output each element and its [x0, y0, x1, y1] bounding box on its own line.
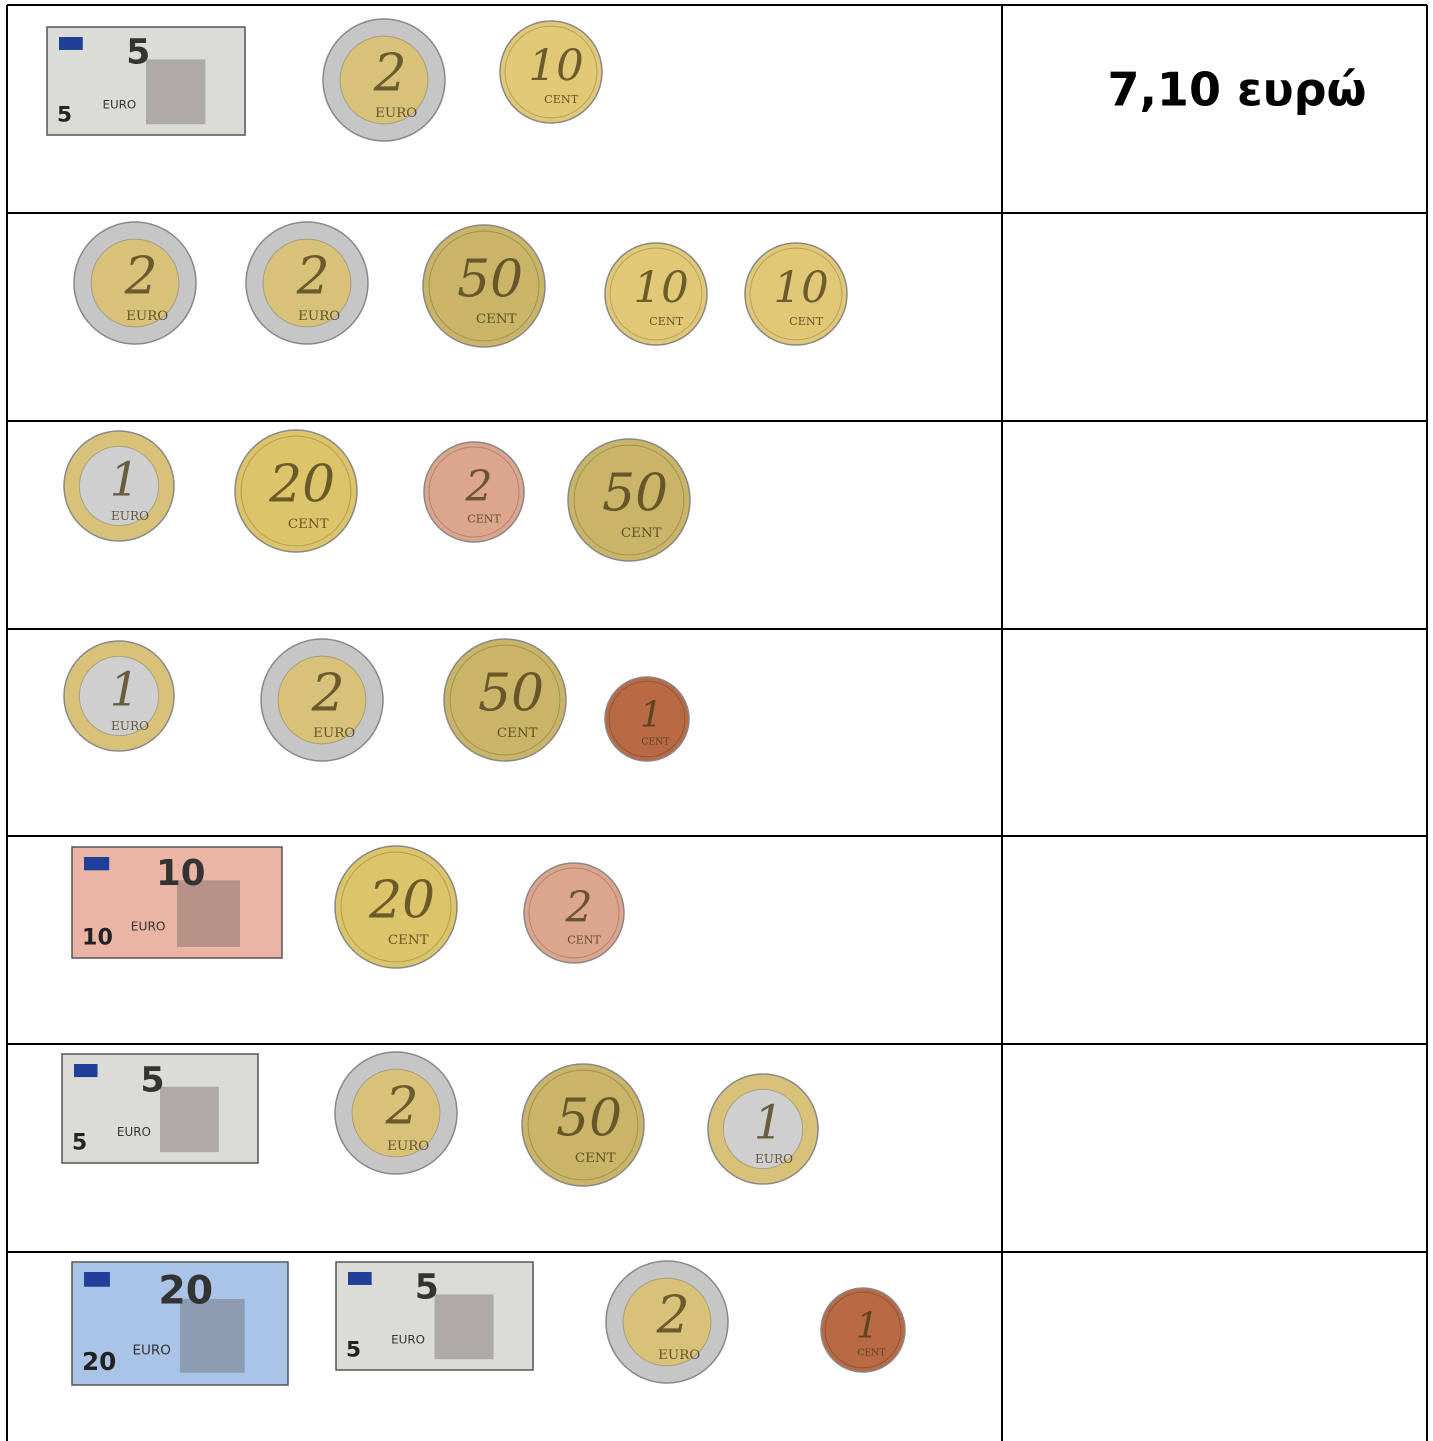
coin-value: 50: [602, 463, 668, 523]
coin: 2 EURO: [323, 19, 445, 141]
coin: 50 CENT: [522, 1064, 644, 1186]
coin-unit: EURO: [387, 1139, 429, 1154]
coin-value: 2: [124, 246, 158, 306]
note-small-value: 5: [346, 1338, 361, 1363]
coin-unit: CENT: [789, 315, 824, 328]
banknote: 20 20 EURO: [72, 1262, 288, 1385]
coin: 50 CENT: [423, 225, 545, 347]
note-value: 5: [415, 1268, 439, 1308]
note-small-value: 10: [82, 925, 113, 951]
coin: 20 CENT: [335, 846, 457, 968]
coin-value: 2: [385, 1076, 419, 1136]
note-unit: EURO: [117, 1125, 151, 1139]
coin-unit: CENT: [476, 312, 517, 327]
note-flag: [84, 1272, 110, 1287]
coin-unit: CENT: [567, 934, 601, 947]
note-flag: [84, 857, 109, 870]
coin: 20 CENT: [235, 430, 357, 552]
coin-value: 10: [774, 263, 829, 313]
coin-unit: EURO: [111, 719, 149, 733]
banknote: 10 10 EURO: [72, 847, 282, 958]
note-value: 5: [140, 1060, 164, 1100]
coin-unit: CENT: [288, 517, 329, 532]
coin-unit: CENT: [649, 315, 684, 328]
answer: 7,10 ευρώ: [1107, 63, 1366, 117]
coin: 2 EURO: [246, 222, 368, 344]
coin: 2 EURO: [261, 639, 383, 761]
banknote: 5 5 EURO: [47, 27, 245, 135]
coin-unit: EURO: [298, 309, 340, 324]
coin: 2 EURO: [74, 222, 196, 344]
coin-unit: CENT: [621, 526, 662, 541]
note-value: 20: [158, 1267, 213, 1313]
coin-value: 1: [754, 1096, 784, 1150]
coin-unit: CENT: [388, 933, 429, 948]
note-unit: EURO: [132, 1343, 170, 1359]
coin: 10 CENT: [500, 21, 602, 123]
coin-value: 1: [640, 694, 663, 735]
note-arch: [146, 59, 205, 124]
note-arch: [160, 1087, 219, 1152]
coin-unit: EURO: [126, 309, 168, 324]
coin-value: 1: [110, 453, 140, 507]
coin: 50 CENT: [568, 439, 690, 561]
coin: 10 CENT: [605, 243, 707, 345]
coin-value: 20: [268, 454, 335, 514]
coin-value: 2: [311, 663, 345, 723]
coin-value: 1: [856, 1305, 879, 1346]
note-arch: [435, 1294, 494, 1359]
note-unit: EURO: [131, 919, 166, 933]
coin-unit: CENT: [857, 1348, 886, 1359]
coin-value: 2: [564, 884, 592, 933]
coin-unit: EURO: [313, 726, 355, 741]
coin-unit: EURO: [375, 106, 417, 121]
note-small-value: 5: [72, 1130, 87, 1155]
coin: 10 CENT: [745, 243, 847, 345]
coin-value: 50: [478, 663, 544, 723]
coin: 50 CENT: [444, 639, 566, 761]
coin: 1 EURO: [64, 641, 174, 751]
note-value: 10: [156, 853, 205, 894]
coin-value: 2: [296, 246, 330, 306]
coin: 1 CENT: [821, 1288, 905, 1372]
coin-value: 2: [656, 1285, 690, 1345]
coin-value: 20: [368, 870, 435, 930]
coin-value: 10: [529, 41, 584, 91]
table-grid: [7, 5, 1427, 1441]
coin-value: 50: [457, 249, 523, 309]
note-small-value: 20: [82, 1347, 116, 1376]
coin: 2 EURO: [335, 1052, 457, 1174]
coin-unit: CENT: [497, 726, 538, 741]
coin: 1 EURO: [708, 1074, 818, 1184]
banknote: 5 5 EURO: [62, 1054, 258, 1163]
coin-unit: CENT: [641, 737, 670, 748]
banknote: 5 5 EURO: [336, 1262, 533, 1370]
worksheet: 5 5 EURO 2 EURO 10 CENT 7,10 ευρώ 2 EURO 2 EURO 50 CE…: [0, 0, 1433, 1441]
note-flag: [348, 1272, 372, 1285]
coin-value: 1: [110, 663, 140, 717]
note-flag: [59, 37, 83, 50]
coin-unit: EURO: [658, 1348, 700, 1363]
coin-unit: CENT: [544, 93, 579, 106]
coin: 2 EURO: [606, 1261, 728, 1383]
coin-unit: EURO: [111, 509, 149, 523]
coin: 1 EURO: [64, 431, 174, 541]
coin: 1 CENT: [605, 677, 689, 761]
note-value: 5: [126, 33, 150, 73]
coin-value: 50: [556, 1088, 622, 1148]
coin-unit: CENT: [467, 513, 501, 526]
note-small-value: 5: [57, 103, 72, 128]
coin-unit: CENT: [575, 1151, 616, 1166]
coin-value: 10: [634, 263, 689, 313]
note-unit: EURO: [102, 97, 136, 111]
coin-value: 2: [373, 43, 407, 103]
note-unit: EURO: [391, 1332, 425, 1346]
coin-value: 2: [464, 463, 492, 512]
coin-unit: EURO: [755, 1152, 793, 1166]
note-flag: [74, 1064, 98, 1077]
